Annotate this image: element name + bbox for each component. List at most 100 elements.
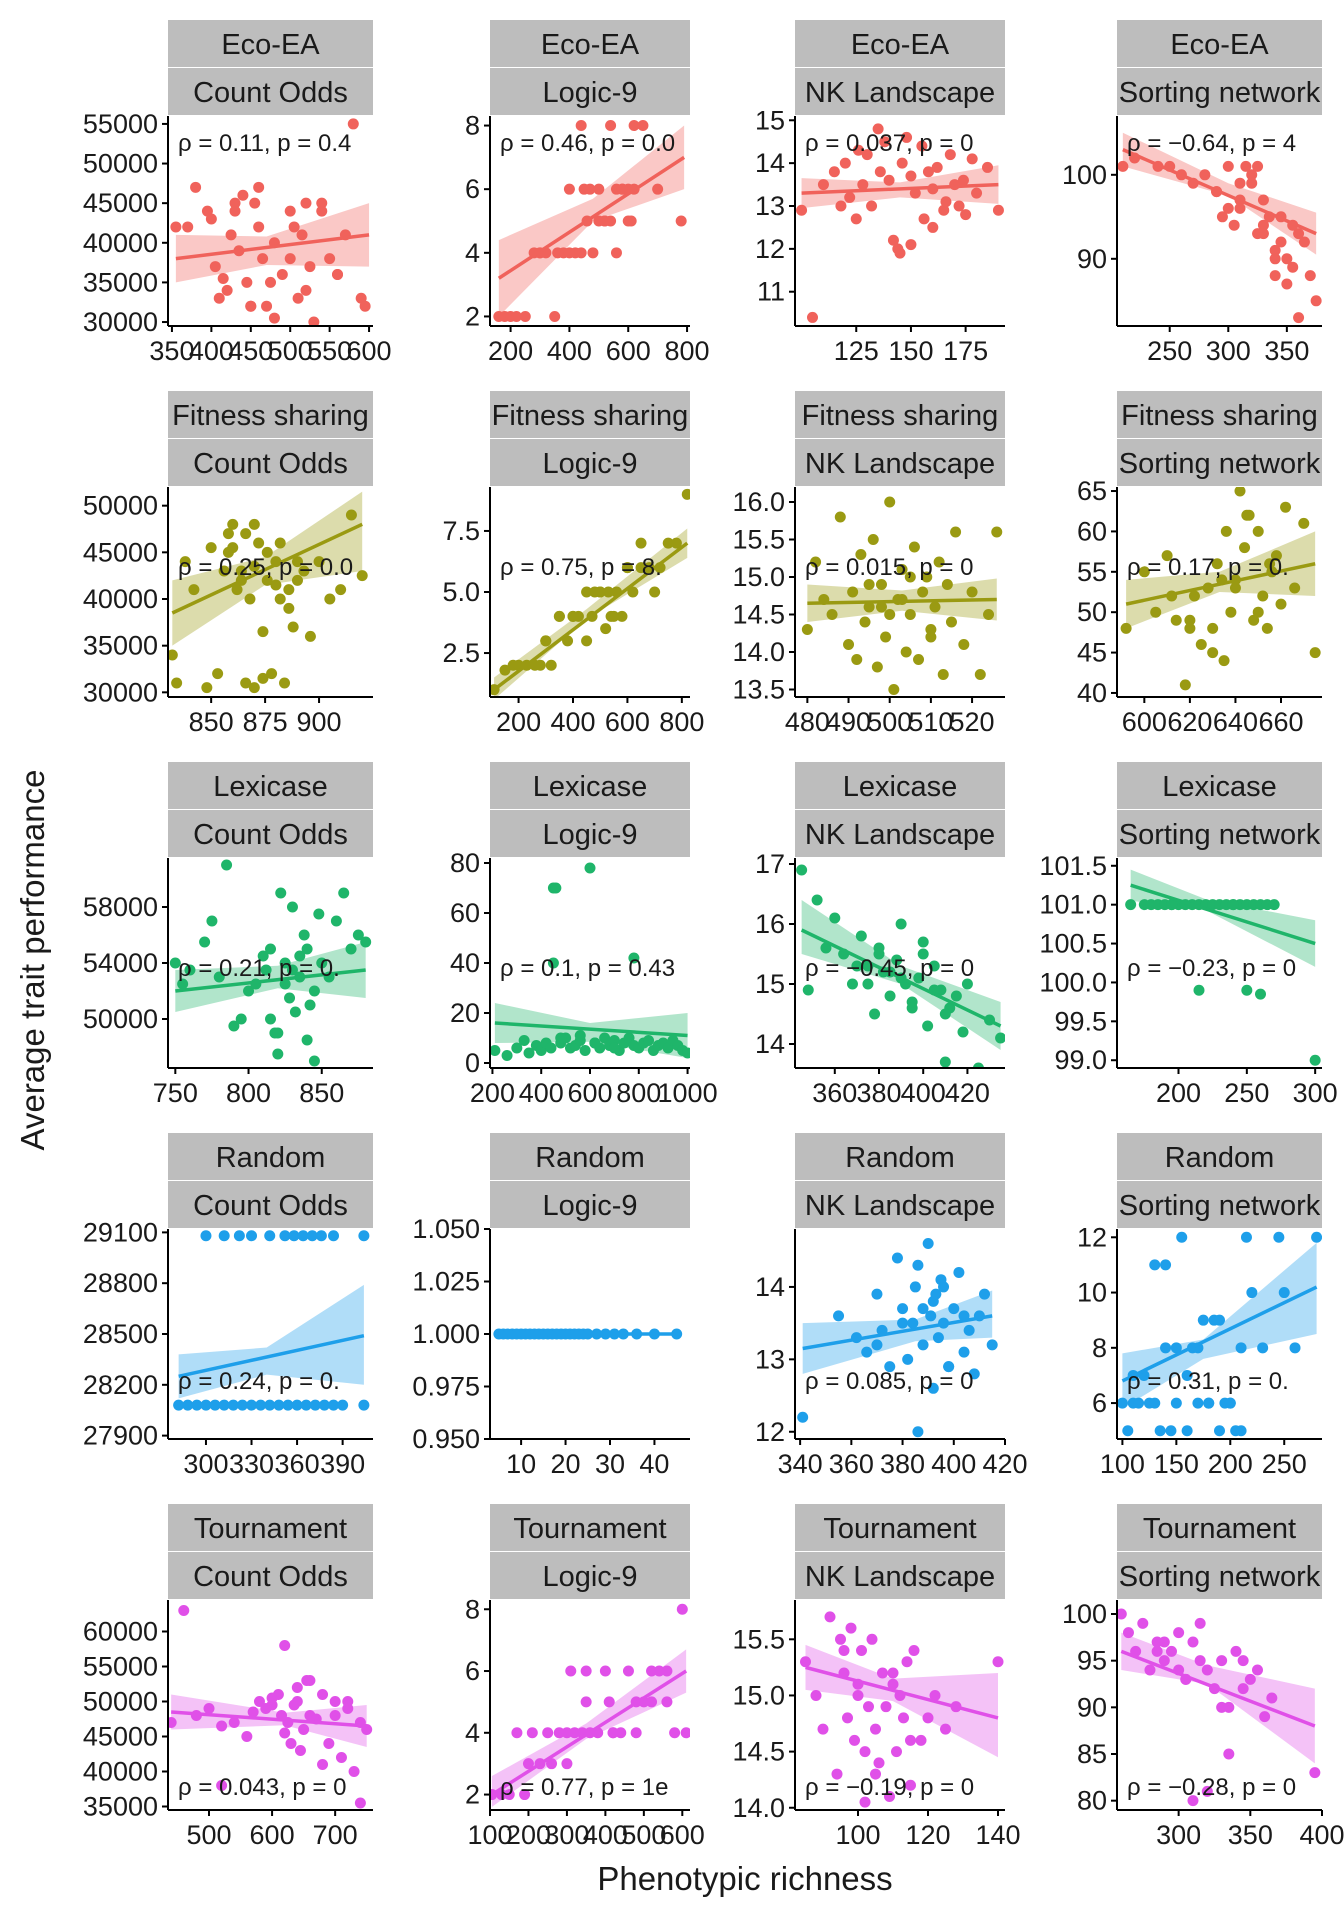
data-point <box>826 609 838 620</box>
facet-strip <box>168 810 373 857</box>
data-point <box>991 526 1003 538</box>
correlation-annotation: ρ = −0.28, p = 0 <box>1127 1774 1296 1801</box>
data-point <box>627 586 639 598</box>
regression-line <box>802 1314 993 1351</box>
facet-panel: Tournament Count Odds ρ = 0.043, p = 0 3500… <box>83 1504 373 1850</box>
data-point <box>1275 236 1287 248</box>
facet-strip <box>1117 810 1322 857</box>
data-point <box>662 537 674 549</box>
facet-panel: Tournament Logic-9 ρ = 0.77, p = 1e 2 4 6 8 100… <box>465 1504 705 1850</box>
data-point <box>849 1734 860 1746</box>
y-tick-label: 6 <box>1092 1388 1107 1418</box>
facet-strip-label: Fitness sharing <box>802 400 999 432</box>
data-point <box>316 957 328 969</box>
data-point <box>1252 160 1264 172</box>
data-point <box>266 1699 278 1711</box>
data-point <box>297 1230 309 1242</box>
data-point <box>177 978 189 990</box>
x-tick-label: 120 <box>905 1820 950 1850</box>
facet-strip-label: Logic-9 <box>542 1190 637 1222</box>
y-tick-label: 60 <box>450 898 480 928</box>
data-point <box>915 1734 927 1746</box>
data-point <box>233 1230 245 1242</box>
data-point <box>296 229 308 241</box>
data-point <box>891 1252 903 1264</box>
data-point <box>958 639 970 650</box>
x-tick-label: 20 <box>551 1449 581 1479</box>
y-tick-label: 40000 <box>83 228 158 258</box>
data-point <box>801 624 813 635</box>
x-tick-label: 330 <box>229 1449 274 1479</box>
data-point <box>1252 525 1264 537</box>
data-point <box>1268 899 1280 911</box>
data-point <box>824 1611 836 1623</box>
data-point <box>880 1701 892 1713</box>
data-point <box>328 1399 340 1411</box>
data-point <box>1273 1231 1285 1243</box>
data-point <box>828 166 840 178</box>
facet-strip-label: NK Landscape <box>805 819 995 851</box>
data-point <box>227 542 239 554</box>
data-point <box>503 1789 515 1801</box>
data-point <box>925 631 937 643</box>
data-point <box>929 1689 941 1701</box>
data-point <box>896 157 908 169</box>
data-point <box>927 1382 939 1394</box>
data-point <box>628 952 640 964</box>
x-tick-label: 250 <box>1147 336 1192 366</box>
data-point <box>983 609 995 620</box>
y-tick-label: 13.5 <box>732 675 785 705</box>
data-point <box>523 1047 535 1059</box>
data-point <box>913 654 925 665</box>
y-tick-label: 4 <box>465 1718 480 1748</box>
data-point <box>205 542 217 554</box>
data-point <box>1181 1369 1193 1381</box>
data-point <box>835 200 847 212</box>
data-point <box>553 610 565 622</box>
data-point <box>608 1042 620 1054</box>
data-point <box>1239 542 1251 554</box>
x-tick-label: 125 <box>834 336 879 366</box>
x-tick-label: 600 <box>660 1820 705 1850</box>
data-point <box>549 310 561 322</box>
data-point <box>1195 639 1207 650</box>
data-point <box>870 1768 881 1780</box>
data-point <box>1158 1636 1170 1648</box>
facet-panel: Random Sorting network ρ = 0.31, p = 0. 6 8 1… <box>1077 1133 1322 1479</box>
data-point <box>670 537 682 549</box>
data-point <box>1310 295 1322 307</box>
y-tick-label: 16 <box>755 909 785 939</box>
x-tick-label: 200 <box>1208 1449 1253 1479</box>
facet-strip <box>490 810 690 857</box>
data-point <box>1230 1645 1242 1657</box>
data-point <box>236 1399 248 1411</box>
x-tick-label: 140 <box>975 1820 1020 1850</box>
y-tick-label: 80 <box>450 848 480 878</box>
data-point <box>676 1603 688 1615</box>
y-tick-label: 16.0 <box>732 487 785 517</box>
data-point <box>550 882 562 894</box>
data-point <box>943 1361 955 1373</box>
regression-line <box>494 1021 688 1038</box>
y-tick-label: 2 <box>465 301 480 331</box>
x-tick-label: 200 <box>470 1078 515 1108</box>
data-point <box>912 1259 924 1271</box>
facet-strip-label: Logic-9 <box>542 448 637 480</box>
facet-strip-label: NK Landscape <box>805 448 995 480</box>
data-point <box>276 268 288 280</box>
data-point <box>867 534 879 545</box>
data-point <box>1275 598 1287 610</box>
data-point <box>866 1633 878 1645</box>
data-point <box>908 541 920 553</box>
data-point <box>884 496 896 508</box>
x-tick-label: 875 <box>243 707 288 737</box>
regression-line <box>490 1669 688 1797</box>
data-point <box>607 1727 619 1739</box>
data-point <box>995 1032 1005 1044</box>
data-point <box>1235 1425 1247 1437</box>
data-point <box>1170 1342 1182 1354</box>
data-point <box>1259 1711 1271 1723</box>
data-point <box>257 253 269 265</box>
data-point <box>1207 647 1219 659</box>
